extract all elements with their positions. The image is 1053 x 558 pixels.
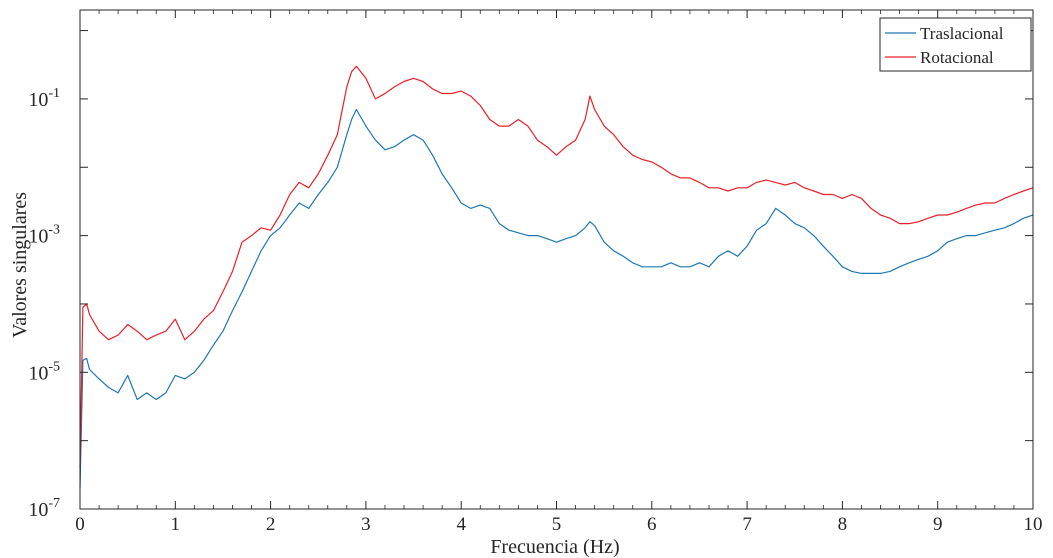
x-tick-label: 2	[266, 514, 276, 535]
y-tick-label: 10-5	[28, 359, 60, 384]
x-tick-label: 1	[171, 514, 181, 535]
tick-label-layer: 0 1 2 3 4 5 6 7 8 9 10 10-7 10-5 10-3 10-1	[28, 86, 1042, 535]
x-tick-label: 7	[742, 514, 752, 535]
axes-layer	[79, 9, 1034, 510]
x-tick-label: 0	[75, 514, 85, 535]
x-tick-label: 6	[647, 514, 657, 535]
plot-frame	[79, 9, 1034, 510]
y-tick-label: 10-3	[28, 223, 60, 248]
series-line-traslacional	[79, 108, 1034, 489]
x-tick-label: 3	[361, 514, 371, 535]
series-line-rotacional	[79, 65, 1034, 468]
legend-label-traslacional: Traslacional	[920, 24, 1004, 43]
y-tick-label: 10-7	[28, 496, 60, 521]
x-tick-label: 5	[552, 514, 562, 535]
legend: Traslacional Rotacional	[879, 17, 1032, 72]
series-layer	[79, 65, 1034, 489]
x-axis-label: Frecuencia (Hz)	[490, 536, 619, 558]
y-tick-label: 10-1	[28, 86, 60, 111]
x-tick-label: 9	[933, 514, 943, 535]
x-tick-label: 8	[838, 514, 848, 535]
legend-label-rotacional: Rotacional	[920, 48, 994, 67]
legend-box	[879, 17, 1032, 72]
x-tick-label: 10	[1024, 514, 1043, 535]
x-tick-label: 4	[456, 514, 466, 535]
y-axis-label: Valores singulares	[9, 192, 31, 338]
